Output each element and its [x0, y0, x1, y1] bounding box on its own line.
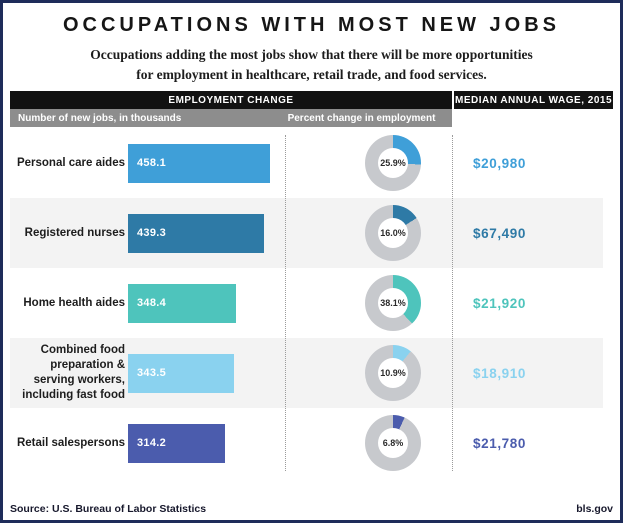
percent-change-donut: 38.1% [365, 275, 421, 332]
new-jobs-bar: 439.3 [128, 213, 265, 253]
percent-change-donut: 25.9% [365, 135, 421, 192]
occupation-label: Combined food preparation & serving work… [22, 344, 125, 402]
new-jobs-bar: 348.4 [128, 283, 236, 323]
subtitle-line-1: Occupations adding the most jobs show th… [90, 47, 533, 62]
median-wage-value: $67,490 [473, 225, 526, 241]
percent-change-value: 10.9% [380, 368, 406, 379]
median-wage-header: MEDIAN ANNUAL WAGE, 2015 [454, 91, 613, 110]
new-jobs-value: 343.5 [137, 367, 167, 380]
occupation-row: Combined food preparation & serving work… [10, 338, 603, 409]
bar-column: 348.4 [125, 283, 285, 323]
donut-column: 38.1% [285, 275, 452, 332]
column-headers: EMPLOYMENT CHANGE MEDIAN ANNUAL WAGE, 20… [10, 91, 613, 110]
dotted-divider-right [452, 135, 453, 472]
occupation-label: Retail salespersons [16, 436, 125, 449]
percent-change-value: 25.9% [380, 158, 406, 169]
median-wage-value: $21,780 [473, 435, 526, 451]
percent-change-donut: 16.0% [365, 205, 421, 262]
percent-change-value: 6.8% [382, 438, 404, 449]
new-jobs-bar: 314.2 [128, 423, 226, 463]
median-wage-value: $20,980 [473, 155, 526, 171]
percent-change-value: 16.0% [380, 228, 406, 239]
median-wage-value: $18,910 [473, 365, 526, 381]
percent-change-donut: 10.9% [365, 345, 421, 402]
donut-column: 6.8% [285, 415, 452, 472]
occupation-row: Personal care aides 458.1 25.9% $20,980 [10, 128, 603, 198]
donut-hole [378, 358, 408, 389]
bar-column: 314.2 [125, 423, 285, 463]
new-jobs-bar: 458.1 [128, 143, 270, 183]
donut-hole [378, 218, 408, 249]
donut-column: 25.9% [285, 135, 452, 192]
donut-hole [378, 148, 408, 179]
bar-column: 458.1 [125, 143, 285, 183]
subtitle-line-2: for employment in healthcare, retail tra… [136, 66, 487, 82]
occupation-row: Home health aides 348.4 38.1% $21,920 [10, 268, 603, 338]
rows: Personal care aides 458.1 25.9% $20,980 Regi… [10, 128, 603, 478]
donut-hole [378, 428, 408, 459]
occupation-row: Registered nurses 439.3 16.0% $67,490 [10, 198, 603, 269]
occupation-row: Retail salespersons 314.2 6.8% $21,780 [10, 408, 603, 478]
new-jobs-subheader: Number of new jobs, in thousands [18, 112, 182, 124]
donut-hole [378, 288, 408, 319]
new-jobs-value: 314.2 [137, 437, 167, 450]
median-wage-value: $21,920 [473, 295, 526, 311]
dotted-divider-left [285, 135, 286, 472]
new-jobs-value: 348.4 [137, 297, 167, 310]
new-jobs-value: 458.1 [137, 157, 167, 170]
page-title: OCCUPATIONS WITH MOST NEW JOBS [62, 14, 561, 36]
source-credit: Source: U.S. Bureau of Labor Statistics [10, 503, 207, 515]
occupation-label: Personal care aides [16, 156, 125, 169]
donut-column: 16.0% [285, 205, 452, 262]
new-jobs-bar: 343.5 [128, 353, 235, 393]
employment-change-header: EMPLOYMENT CHANGE [10, 91, 452, 110]
percent-change-value: 38.1% [380, 298, 406, 309]
occupation-label: Home health aides [23, 296, 125, 309]
occupation-label: Registered nurses [24, 226, 125, 239]
percent-change-subheader: Percent change in employment [287, 112, 436, 124]
new-jobs-value: 439.3 [137, 227, 167, 240]
percent-change-donut: 6.8% [365, 415, 421, 472]
bar-column: 439.3 [125, 213, 285, 253]
sub-headers: Number of new jobs, in thousands Percent… [10, 109, 452, 128]
subtitle: Occupations adding the most jobs show th… [3, 45, 620, 84]
bar-column: 343.5 [125, 353, 285, 393]
site-credit: bls.gov [576, 503, 613, 515]
donut-column: 10.9% [285, 345, 452, 402]
footer: Source: U.S. Bureau of Labor Statistics … [10, 503, 613, 515]
